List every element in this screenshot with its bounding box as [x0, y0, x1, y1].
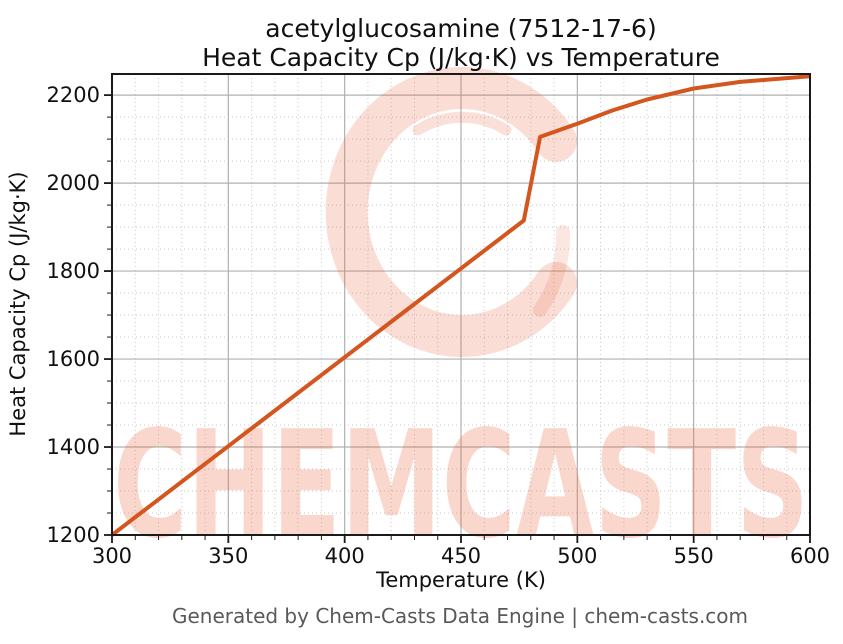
footer-attribution: Generated by Chem-Casts Data Engine | ch… [172, 604, 748, 628]
x-axis-label: Temperature (K) [375, 568, 546, 592]
x-tick-label: 550 [674, 544, 714, 568]
chemcasts-logo-highlight [412, 111, 512, 136]
data-series [110, 74, 811, 537]
x-tick-label: 350 [208, 544, 248, 568]
y-tick-label: 2200 [47, 83, 100, 107]
cp-curve [110, 74, 811, 537]
chemcasts-logo-tail [533, 225, 571, 317]
y-axis-label: Heat Capacity Cp (J/kg·K) [6, 171, 30, 436]
axes-frame [104, 73, 811, 543]
x-tick-label: 500 [557, 544, 597, 568]
x-tick-label: 400 [325, 544, 365, 568]
axes-spines [111, 73, 811, 536]
chart-title-line1: acetylglucosamine (7512-17-6) [265, 14, 656, 43]
y-tick-label: 1200 [47, 523, 100, 547]
y-tick-label: 1600 [47, 347, 100, 371]
y-tick-label: 1800 [47, 259, 100, 283]
y-tick-label: 2000 [47, 171, 100, 195]
chart-title-line2: Heat Capacity Cp (J/kg·K) vs Temperature [202, 43, 720, 72]
gridlines [111, 74, 811, 536]
chemcasts-logo-ring [325, 67, 577, 357]
x-tick-label: 300 [92, 544, 132, 568]
x-tick-label: 450 [441, 544, 481, 568]
text-layer: acetylglucosamine (7512-17-6) Heat Capac… [6, 14, 830, 628]
x-tick-label: 600 [790, 544, 830, 568]
y-tick-label: 1400 [47, 435, 100, 459]
